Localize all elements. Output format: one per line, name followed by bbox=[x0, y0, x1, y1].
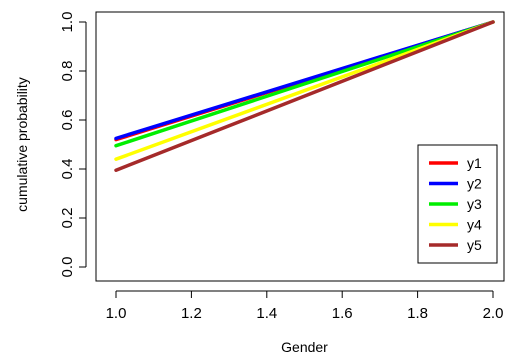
y-tick-label: 0.4 bbox=[59, 159, 76, 180]
legend-label-y3: y3 bbox=[467, 196, 482, 212]
legend-label-y5: y5 bbox=[467, 237, 482, 253]
y-tick-label: 0.0 bbox=[59, 257, 76, 278]
series-line-y3 bbox=[114, 20, 495, 148]
x-tick-label: 1.6 bbox=[332, 305, 353, 322]
legend-label-y1: y1 bbox=[467, 155, 482, 171]
legend-label-y2: y2 bbox=[467, 176, 482, 192]
y-axis-title: cumulative probability bbox=[14, 77, 30, 212]
x-tick-label: 2.0 bbox=[483, 305, 504, 322]
y-tick-label: 0.6 bbox=[59, 110, 76, 131]
y-tick-label: 1.0 bbox=[59, 12, 76, 33]
series-lines bbox=[114, 20, 495, 172]
x-tick-label: 1.8 bbox=[407, 305, 428, 322]
legend-label-y4: y4 bbox=[467, 217, 482, 233]
x-axis-title: Gender bbox=[281, 339, 328, 355]
x-tick-label: 1.2 bbox=[181, 305, 202, 322]
legend: y1 y2 y3 y4 y5 bbox=[417, 144, 498, 264]
series-line-y5 bbox=[114, 20, 495, 172]
plot-frame bbox=[95, 11, 505, 282]
axes: 1.0 1.2 1.4 1.6 1.8 2.0 0.0 0.2 0.4 0.6 0.8 1.0 bbox=[59, 11, 505, 322]
x-tick-label: 1.4 bbox=[256, 305, 277, 322]
y-tick-label: 0.8 bbox=[59, 61, 76, 82]
y-tick-label: 0.2 bbox=[59, 208, 76, 229]
x-tick-label: 1.0 bbox=[106, 305, 127, 322]
